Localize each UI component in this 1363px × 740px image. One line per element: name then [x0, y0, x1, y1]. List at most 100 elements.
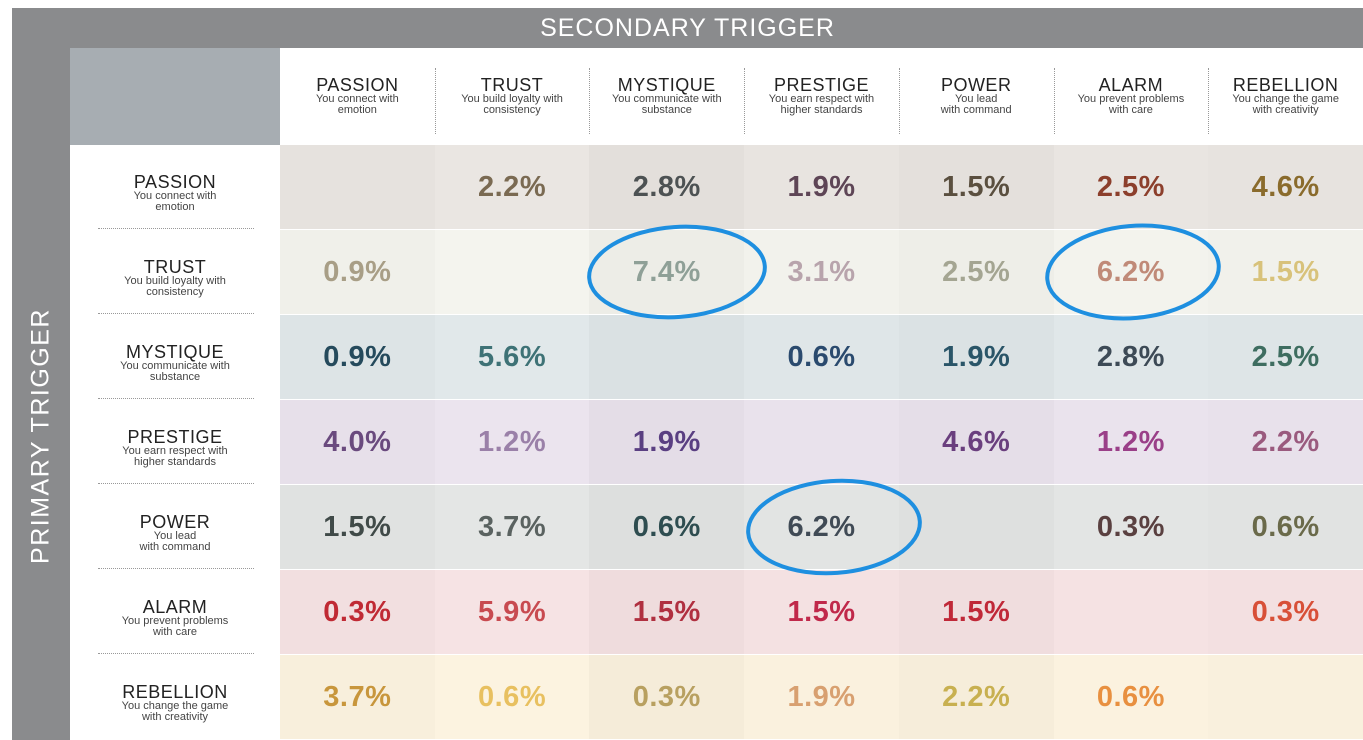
cell: 0.3%: [1053, 485, 1210, 570]
cell: 2.2%: [1208, 400, 1363, 485]
cell: 1.9%: [898, 315, 1055, 400]
column-header: ALARM You prevent problems with care: [1054, 76, 1209, 126]
row-header: REBELLION You change the game with creativ…: [80, 683, 270, 733]
cell: 5.6%: [434, 315, 591, 400]
cell: 4.6%: [1208, 145, 1363, 230]
row-name: TRUST: [143, 257, 207, 277]
column-header: REBELLION You change the game with creativ…: [1208, 76, 1363, 126]
cell: 1.5%: [744, 570, 900, 655]
cell: 2.8%: [589, 145, 746, 230]
row-header: POWER You lead with command: [80, 513, 270, 563]
cell: [1053, 570, 1210, 655]
column-desc: consistency: [483, 104, 541, 116]
row-separator: [98, 483, 254, 484]
row-name: PASSION: [133, 172, 217, 192]
cell: 0.6%: [1053, 655, 1210, 740]
cell: 1.9%: [589, 400, 746, 485]
cell: [744, 400, 900, 485]
cell: 2.5%: [898, 230, 1055, 315]
row-desc: You change the game: [121, 700, 229, 712]
cell: 1.9%: [744, 145, 900, 230]
primary-trigger-title: PRIMARY TRIGGER: [26, 307, 55, 564]
cell: 1.5%: [589, 570, 746, 655]
cell: 1.9%: [744, 655, 900, 740]
row-desc: You prevent problems: [121, 615, 229, 627]
column-desc: You build loyalty with: [461, 93, 563, 105]
cell: [589, 315, 746, 400]
column-separator: [898, 68, 900, 134]
cell: 4.0%: [280, 400, 436, 485]
column-separator: [1208, 68, 1210, 134]
cell: [280, 145, 436, 230]
row-separator: [98, 228, 254, 229]
column-header: PRESTIGE You earn respect with higher stan…: [744, 76, 899, 126]
row-header: MYSTIQUE You communicate with substance: [80, 343, 270, 393]
column-separator: [589, 68, 591, 134]
row-desc: higher standards: [134, 456, 216, 468]
column-separator: [434, 68, 436, 134]
row-header: TRUST You build loyalty with consistency: [80, 258, 270, 308]
column-name: PRESTIGE: [773, 75, 869, 95]
column-separator: [1053, 68, 1055, 134]
column-header: TRUST You build loyalty with consistency: [435, 76, 590, 126]
cell: 0.9%: [280, 230, 436, 315]
cell: 1.5%: [1208, 230, 1363, 315]
cell: 7.4%: [589, 230, 746, 315]
row-desc: You communicate with: [120, 360, 230, 372]
column-desc: You earn respect with: [768, 93, 875, 105]
row-desc: with care: [152, 626, 198, 638]
row-desc: You earn respect with: [122, 445, 228, 457]
cell: 3.7%: [434, 485, 591, 570]
row-name: POWER: [139, 512, 211, 532]
row-name: REBELLION: [122, 682, 228, 702]
cell: 0.6%: [744, 315, 900, 400]
cell: 0.9%: [280, 315, 436, 400]
column-header: POWER You lead with command: [899, 76, 1054, 126]
column-desc: You lead: [954, 93, 998, 105]
cell: 6.2%: [744, 485, 900, 570]
cell: 0.3%: [1208, 570, 1363, 655]
column-name: REBELLION: [1232, 75, 1339, 95]
column-name: POWER: [940, 75, 1012, 95]
cell: 4.6%: [898, 400, 1055, 485]
row-separator: [98, 653, 254, 654]
row-desc: with creativity: [141, 711, 209, 723]
cell: 2.2%: [898, 655, 1055, 740]
column-desc: with creativity: [1252, 104, 1319, 116]
cell: 0.3%: [280, 570, 436, 655]
cell: 0.6%: [589, 485, 746, 570]
cell: 2.5%: [1053, 145, 1210, 230]
column-name: MYSTIQUE: [617, 75, 716, 95]
row-desc: You connect with: [133, 190, 217, 202]
cell: [898, 485, 1055, 570]
cell: 2.2%: [434, 145, 591, 230]
row-desc: emotion: [155, 201, 195, 213]
row-separator: [98, 398, 254, 399]
cell: 1.5%: [280, 485, 436, 570]
column-desc: higher standards: [780, 104, 863, 116]
cell: [1208, 655, 1363, 740]
column-name: TRUST: [480, 75, 544, 95]
column-desc: You change the game: [1232, 93, 1339, 105]
row-name: PRESTIGE: [127, 427, 223, 447]
column-name: PASSION: [316, 75, 399, 95]
column-desc: You communicate with: [611, 93, 722, 105]
row-desc: with command: [139, 541, 211, 553]
row-desc: consistency: [146, 286, 204, 298]
cell: 1.5%: [898, 145, 1055, 230]
row-header: PASSION You connect with emotion: [80, 173, 270, 223]
row-separator: [98, 313, 254, 314]
row-header: PRESTIGE You earn respect with higher stan…: [80, 428, 270, 478]
cell: 1.2%: [434, 400, 591, 485]
column-desc: emotion: [337, 104, 377, 116]
row-name: MYSTIQUE: [125, 342, 224, 362]
cell: [434, 230, 591, 315]
cell: 3.1%: [744, 230, 900, 315]
cell: 0.6%: [434, 655, 591, 740]
column-header: PASSION You connect with emotion: [280, 76, 435, 126]
row-desc: You build loyalty with: [124, 275, 226, 287]
cell: 6.2%: [1053, 230, 1210, 315]
cell: 0.6%: [1208, 485, 1363, 570]
column-desc: with command: [940, 104, 1012, 116]
